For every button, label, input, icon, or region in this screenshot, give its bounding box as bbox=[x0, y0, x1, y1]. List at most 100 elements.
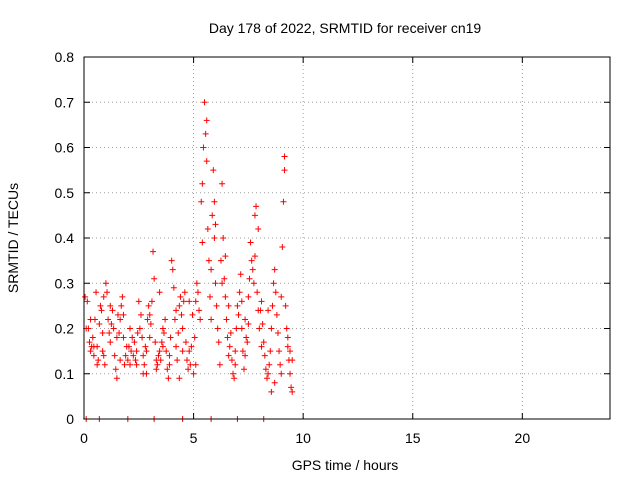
data-point bbox=[209, 212, 216, 219]
y-tick-label: 0.8 bbox=[55, 49, 75, 65]
data-point bbox=[176, 302, 183, 309]
data-point bbox=[228, 357, 235, 364]
data-point bbox=[251, 253, 258, 260]
data-point bbox=[119, 293, 126, 300]
data-point bbox=[159, 325, 166, 332]
data-point bbox=[239, 348, 246, 355]
data-point bbox=[127, 325, 134, 332]
data-point bbox=[109, 307, 116, 314]
data-point bbox=[247, 239, 254, 246]
data-point bbox=[176, 375, 183, 382]
data-point bbox=[249, 266, 256, 273]
data-point bbox=[179, 348, 186, 355]
data-point bbox=[173, 343, 180, 350]
data-point bbox=[117, 357, 124, 364]
data-point bbox=[219, 180, 226, 187]
data-point bbox=[232, 361, 239, 368]
data-point bbox=[146, 311, 153, 318]
data-point bbox=[244, 339, 251, 346]
data-point bbox=[284, 343, 291, 350]
data-point bbox=[98, 307, 105, 314]
data-point bbox=[125, 343, 132, 350]
data-point bbox=[199, 180, 206, 187]
data-point bbox=[208, 316, 215, 323]
data-point bbox=[192, 361, 199, 368]
data-point bbox=[180, 298, 187, 305]
data-point bbox=[112, 366, 119, 373]
x-tick-label: 20 bbox=[515, 430, 531, 446]
data-point bbox=[157, 357, 164, 364]
data-point bbox=[265, 370, 272, 377]
data-point bbox=[212, 280, 219, 287]
data-point bbox=[231, 375, 238, 382]
data-point bbox=[246, 275, 253, 282]
data-point bbox=[86, 339, 93, 346]
y-tick-label: 0.6 bbox=[55, 140, 75, 156]
data-point bbox=[90, 343, 97, 350]
data-point bbox=[207, 293, 214, 300]
data-point bbox=[105, 316, 112, 323]
data-point bbox=[166, 361, 173, 368]
data-point bbox=[170, 284, 177, 291]
data-point bbox=[163, 348, 170, 355]
data-point bbox=[287, 370, 294, 377]
data-point bbox=[237, 271, 244, 278]
data-point bbox=[178, 311, 185, 318]
data-point bbox=[199, 239, 206, 246]
data-point bbox=[203, 117, 210, 124]
data-point bbox=[268, 325, 275, 332]
x-tick-label: 10 bbox=[295, 430, 311, 446]
data-point bbox=[205, 257, 212, 264]
data-point bbox=[186, 298, 193, 305]
data-point bbox=[193, 280, 200, 287]
data-point bbox=[110, 325, 117, 332]
data-point bbox=[130, 352, 137, 359]
data-point bbox=[289, 388, 296, 395]
data-point bbox=[192, 298, 199, 305]
data-point bbox=[124, 357, 131, 364]
y-tick-label: 0.2 bbox=[55, 321, 75, 337]
data-point bbox=[186, 348, 193, 355]
data-point bbox=[271, 266, 278, 273]
data-point bbox=[120, 334, 127, 341]
data-point bbox=[97, 302, 104, 309]
data-point bbox=[144, 316, 151, 323]
data-point bbox=[274, 330, 281, 337]
data-point bbox=[288, 384, 295, 391]
x-tick-label: 5 bbox=[190, 430, 198, 446]
data-point bbox=[159, 343, 166, 350]
data-point bbox=[196, 307, 203, 314]
data-point bbox=[94, 361, 101, 368]
data-point bbox=[236, 289, 243, 296]
data-point bbox=[242, 352, 249, 359]
data-point bbox=[179, 325, 186, 332]
data-point bbox=[154, 361, 161, 368]
data-point bbox=[259, 320, 266, 327]
data-point bbox=[100, 352, 107, 359]
data-point bbox=[169, 266, 176, 273]
data-point bbox=[147, 320, 154, 327]
data-point bbox=[134, 330, 141, 337]
data-point bbox=[89, 334, 96, 341]
x-tick-label: 0 bbox=[80, 430, 88, 446]
data-point bbox=[245, 293, 252, 300]
data-point bbox=[240, 366, 247, 373]
data-point bbox=[87, 316, 94, 323]
data-point bbox=[85, 325, 92, 332]
data-point bbox=[114, 311, 121, 318]
data-point bbox=[113, 334, 120, 341]
axis-ticks: 0 0.1 0.2 0.3 0.4 0.5 0.6 0.7 0.8 0 5 10 15 20 bbox=[55, 49, 610, 446]
data-point bbox=[96, 320, 103, 327]
data-point bbox=[230, 370, 237, 377]
data-point bbox=[84, 298, 91, 305]
data-point bbox=[106, 330, 113, 337]
data-point bbox=[269, 302, 276, 309]
x-axis-label: GPS time / hours bbox=[292, 457, 399, 473]
data-point bbox=[82, 293, 89, 300]
x-tick-label: 15 bbox=[405, 430, 421, 446]
data-point bbox=[271, 379, 278, 386]
data-point bbox=[277, 361, 284, 368]
data-point bbox=[281, 153, 288, 160]
data-point bbox=[281, 167, 288, 174]
data-point bbox=[212, 221, 219, 228]
